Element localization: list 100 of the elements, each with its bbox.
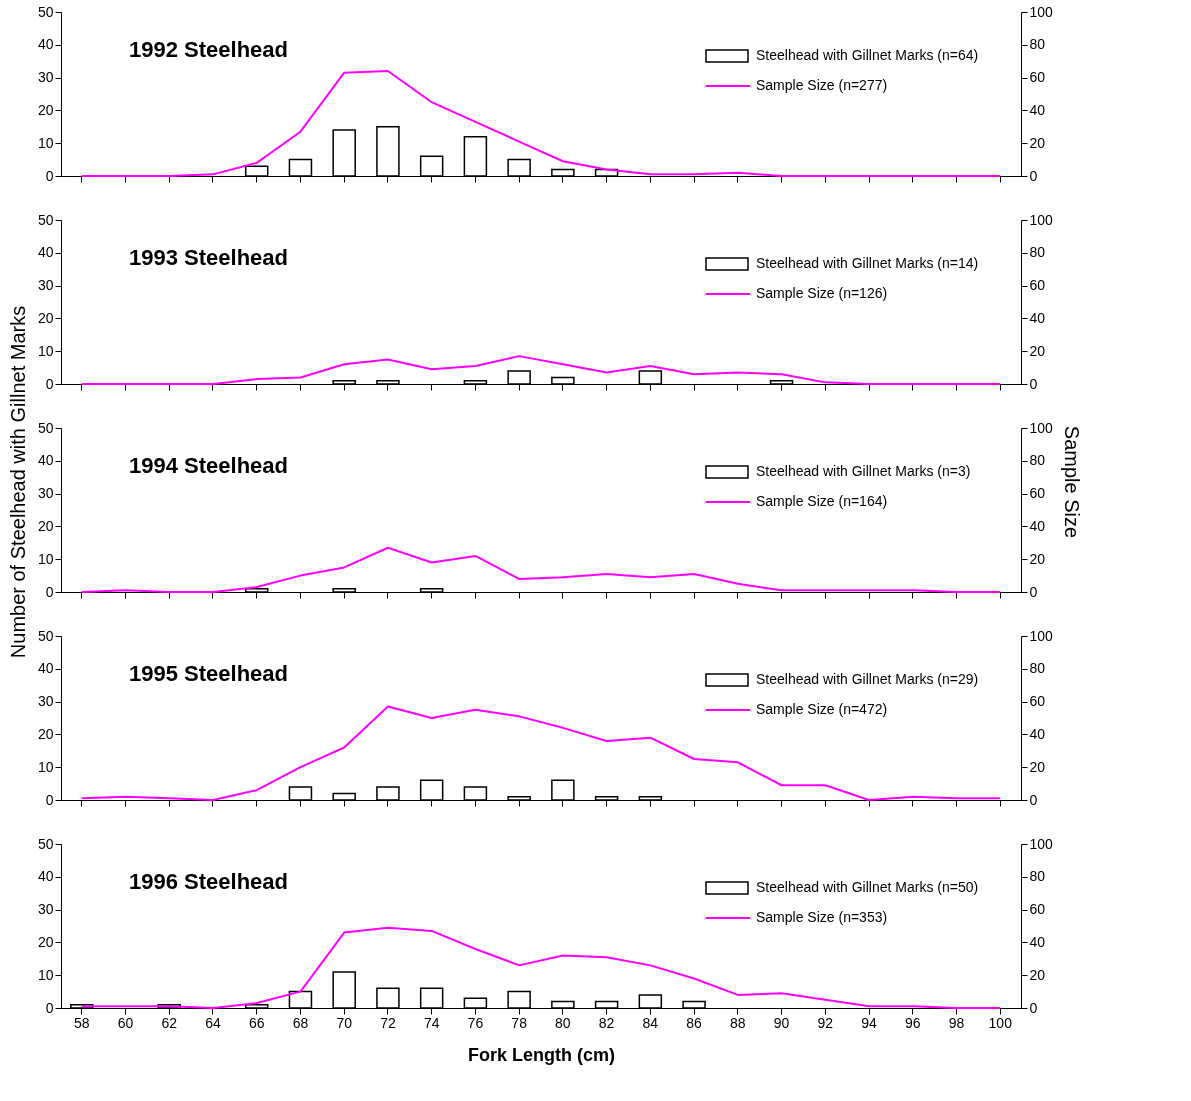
x-tick-label: 94 bbox=[861, 1014, 878, 1031]
y-tick-label: 20 bbox=[37, 309, 54, 326]
y-axis-title: Number of Steelhead with Gillnet Marks bbox=[7, 305, 29, 659]
y-tick-label: 30 bbox=[37, 901, 54, 918]
y2-tick-label: 100 bbox=[1029, 211, 1054, 228]
text: 1995 Steelhead bbox=[129, 661, 288, 686]
y-tick-label: 0 bbox=[45, 791, 54, 808]
text: 1994 Steelhead bbox=[129, 453, 288, 478]
y-tick-label: 0 bbox=[45, 999, 54, 1016]
x-tick-label: 66 bbox=[248, 1014, 265, 1031]
y2-tick-label: 80 bbox=[1029, 868, 1046, 885]
y2-tick-label: 40 bbox=[1029, 725, 1046, 742]
y2-tick-label: 20 bbox=[1029, 966, 1046, 983]
x-tick-label: 98 bbox=[948, 1014, 965, 1031]
x-tick-label: 64 bbox=[205, 1014, 221, 1031]
x-tick-label: 92 bbox=[817, 1014, 834, 1031]
y-tick-label: 20 bbox=[37, 101, 54, 118]
y2-tick-label: 60 bbox=[1029, 277, 1046, 294]
y2-tick-label: 100 bbox=[1029, 3, 1054, 20]
x-axis-title: Fork Length (cm) bbox=[468, 1044, 615, 1065]
x-tick-label: 72 bbox=[380, 1014, 396, 1031]
x-tick-label: 68 bbox=[292, 1014, 309, 1031]
y-tick-label: 10 bbox=[37, 966, 54, 983]
y-tick-label: 40 bbox=[37, 244, 54, 261]
y2-tick-label: 60 bbox=[1029, 69, 1046, 86]
y2-tick-label: 40 bbox=[1029, 933, 1046, 950]
legend-label: Steelhead with Gillnet Marks (n=29) bbox=[756, 671, 979, 687]
x-tick-label: 80 bbox=[555, 1014, 571, 1031]
y2-tick-label: 0 bbox=[1029, 375, 1038, 392]
legend-label: Steelhead with Gillnet Marks (n=64) bbox=[756, 47, 979, 63]
x-tick-label: 74 bbox=[423, 1014, 440, 1031]
legend-label: Steelhead with Gillnet Marks (n=50) bbox=[756, 879, 979, 895]
y-tick-label: 0 bbox=[45, 375, 54, 392]
y-tick-label: 10 bbox=[37, 342, 54, 359]
y-tick-label: 0 bbox=[45, 583, 54, 600]
x-tick-label: 90 bbox=[773, 1014, 790, 1031]
y2-tick-label: 60 bbox=[1029, 901, 1046, 918]
text: 1992 Steelhead bbox=[129, 37, 288, 62]
text: 1993 Steelhead bbox=[129, 245, 288, 270]
x-tick-label: 76 bbox=[467, 1014, 484, 1031]
y-tick-label: 40 bbox=[37, 660, 54, 677]
y-tick-label: 50 bbox=[37, 3, 54, 20]
y-tick-label: 0 bbox=[45, 167, 54, 184]
y-tick-label: 40 bbox=[37, 452, 54, 469]
x-tick-label: 100 bbox=[988, 1014, 1013, 1031]
y-tick-label: 40 bbox=[37, 36, 54, 53]
y2-tick-label: 40 bbox=[1029, 517, 1046, 534]
legend-label: Sample Size (n=164) bbox=[756, 493, 888, 509]
y-tick-label: 20 bbox=[37, 933, 54, 950]
y2-tick-label: 100 bbox=[1029, 835, 1054, 852]
legend-label: Steelhead with Gillnet Marks (n=14) bbox=[756, 255, 979, 271]
x-tick-label: 62 bbox=[161, 1014, 178, 1031]
y2-axis-title: Sample Size bbox=[1061, 425, 1083, 539]
y2-tick-label: 60 bbox=[1029, 485, 1046, 502]
y2-tick-label: 20 bbox=[1029, 550, 1046, 567]
y-tick-label: 30 bbox=[37, 69, 54, 86]
y-tick-label: 30 bbox=[37, 693, 54, 710]
y-tick-label: 10 bbox=[37, 550, 54, 567]
y2-tick-label: 0 bbox=[1029, 167, 1038, 184]
y-tick-label: 10 bbox=[37, 758, 54, 775]
y2-tick-label: 80 bbox=[1029, 660, 1046, 677]
y-tick-label: 50 bbox=[37, 835, 54, 852]
y2-tick-label: 80 bbox=[1029, 244, 1046, 261]
x-tick-label: 78 bbox=[511, 1014, 528, 1031]
y-tick-label: 20 bbox=[37, 517, 54, 534]
x-tick-label: 70 bbox=[336, 1014, 353, 1031]
y-tick-label: 50 bbox=[37, 211, 54, 228]
y-tick-label: 30 bbox=[37, 277, 54, 294]
y2-tick-label: 100 bbox=[1029, 419, 1054, 436]
y2-tick-label: 80 bbox=[1029, 452, 1046, 469]
x-tick-label: 82 bbox=[598, 1014, 615, 1031]
y2-tick-label: 20 bbox=[1029, 134, 1046, 151]
legend-label: Steelhead with Gillnet Marks (n=3) bbox=[756, 463, 971, 479]
y2-tick-label: 0 bbox=[1029, 583, 1038, 600]
y2-tick-label: 0 bbox=[1029, 999, 1038, 1016]
y-tick-label: 30 bbox=[37, 485, 54, 502]
y2-tick-label: 20 bbox=[1029, 758, 1046, 775]
y-tick-label: 20 bbox=[37, 725, 54, 742]
x-tick-label: 96 bbox=[904, 1014, 921, 1031]
y-tick-label: 10 bbox=[37, 134, 54, 151]
x-tick-label: 86 bbox=[686, 1014, 703, 1031]
legend-label: Sample Size (n=353) bbox=[756, 909, 888, 925]
y-tick-label: 50 bbox=[37, 419, 54, 436]
y-tick-label: 40 bbox=[37, 868, 54, 885]
y2-tick-label: 40 bbox=[1029, 101, 1046, 118]
legend-label: Sample Size (n=126) bbox=[756, 285, 888, 301]
x-tick-label: 88 bbox=[730, 1014, 746, 1031]
y2-tick-label: 40 bbox=[1029, 309, 1046, 326]
x-tick-label: 84 bbox=[642, 1014, 659, 1031]
legend-label: Sample Size (n=277) bbox=[756, 77, 888, 93]
x-tick-label: 60 bbox=[117, 1014, 134, 1031]
x-tick-label: 58 bbox=[73, 1014, 90, 1031]
legend-label: Sample Size (n=472) bbox=[756, 701, 888, 717]
y2-tick-label: 20 bbox=[1029, 342, 1046, 359]
y2-tick-label: 100 bbox=[1029, 627, 1054, 644]
y2-tick-label: 0 bbox=[1029, 791, 1038, 808]
y2-tick-label: 80 bbox=[1029, 36, 1046, 53]
text: 1996 Steelhead bbox=[129, 869, 288, 894]
y-tick-label: 50 bbox=[37, 627, 54, 644]
y2-tick-label: 60 bbox=[1029, 693, 1046, 710]
